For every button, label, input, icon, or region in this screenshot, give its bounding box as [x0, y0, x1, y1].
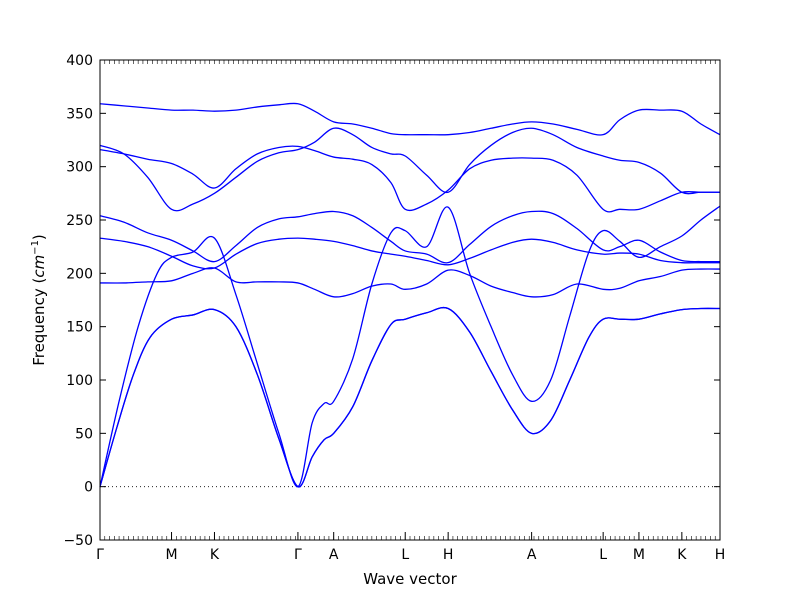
y-tick-label: 250 [66, 213, 93, 229]
x-tick-label: K [210, 547, 220, 563]
y-tick-label: 300 [66, 160, 93, 176]
y-axis-label-suffix: ) [30, 234, 48, 240]
y-axis-label-exponent: −1 [30, 240, 41, 255]
x-tick-label: M [165, 547, 177, 563]
x-tick-label: L [401, 547, 409, 563]
phonon-band-3 [99, 205, 721, 488]
plot-frame [99, 59, 721, 541]
y-axis-label: Frequency (cm−1) [30, 234, 48, 366]
phonon-band-8 [99, 127, 720, 212]
x-tick-label: Γ [96, 547, 104, 563]
x-tick-label: Γ [294, 547, 302, 563]
y-tick-label: 50 [75, 426, 93, 442]
axes: −50 0 50 100 150 200 250 300 350 400 Γ M K Γ A L H A L M K H [63, 53, 725, 563]
y-tick-label: 350 [66, 106, 93, 122]
phonon-band-2 [99, 306, 721, 488]
y-tick-label: 150 [66, 320, 93, 336]
phonon-band-1 [99, 306, 721, 488]
x-tick-label: H [715, 547, 726, 563]
x-axis-label: Wave vector [363, 570, 457, 588]
x-tick-label: L [599, 547, 607, 563]
y-tick-label: 200 [66, 266, 93, 282]
phonon-band-4 [99, 267, 721, 298]
y-axis-label-prefix: Frequency ( [30, 278, 48, 366]
x-tick-label: M [633, 547, 645, 563]
x-tick-label: A [527, 547, 537, 563]
phonon-band-9 [99, 102, 721, 136]
phonon-band-6 [99, 210, 721, 264]
y-tick-label: 100 [66, 373, 93, 389]
y-tick-label: 0 [84, 480, 93, 496]
phonon-band-7 [99, 145, 720, 213]
y-tick-label: −50 [63, 533, 93, 549]
x-tick-label: A [329, 547, 339, 563]
phonon-band-5 [99, 237, 720, 270]
x-tick-label: H [443, 547, 454, 563]
y-tick-label: 400 [66, 53, 93, 69]
x-tick-label: K [677, 547, 687, 563]
plot-area [99, 102, 721, 488]
y-axis-label-unit: cm [30, 255, 48, 278]
